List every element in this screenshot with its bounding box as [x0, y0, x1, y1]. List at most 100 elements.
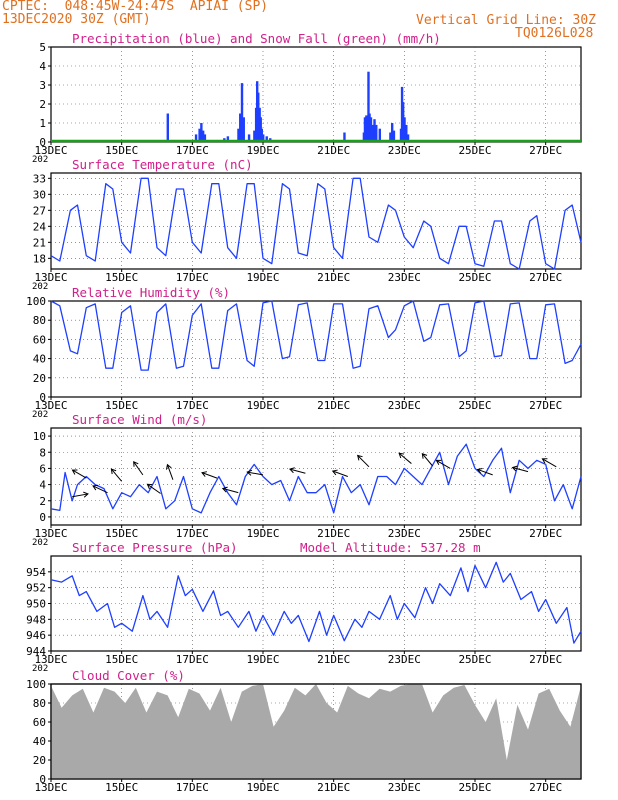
precip-xtick-label: 21DEC — [317, 144, 350, 157]
temperature-xtick-label: 19DEC — [246, 271, 279, 284]
cloud-xtick-label: 21DEC — [317, 781, 350, 794]
wind-arrow — [166, 464, 174, 480]
station-header: CPTEC: 048:45W-24:47S APIAI (SP) — [2, 0, 269, 14]
precip-bar — [343, 132, 346, 142]
wind-arrow — [542, 458, 557, 468]
precip-bar — [406, 134, 410, 142]
pressure-xtick-label: 27DEC — [529, 653, 562, 666]
wind-ytick-label: 10 — [33, 430, 46, 443]
temperature-series-line — [50, 177, 582, 270]
wind-title: Surface Wind (m/s) — [72, 412, 207, 427]
precip-xtick-label: 17DEC — [176, 144, 209, 157]
wind-frame — [50, 427, 582, 526]
wind-arrow-head — [421, 452, 428, 459]
temperature-ytick-label: 18 — [33, 252, 46, 265]
wind-xtick-label: 19DEC — [246, 527, 279, 540]
wind-arrow — [222, 488, 239, 494]
precip-bar — [262, 134, 265, 142]
pressure-ytick-label: 946 — [26, 629, 46, 642]
precip-bar — [368, 113, 371, 142]
humidity-title: Relative Humidity (%) — [72, 285, 230, 300]
precip-bar — [166, 113, 169, 142]
pressure-xtick-label: 13DEC — [34, 653, 67, 666]
precip-bar — [405, 124, 408, 142]
wind-xtick-label: 25DEC — [458, 527, 491, 540]
wind-xtick-label: 27DEC — [529, 527, 562, 540]
pressure-year-label: 202 — [32, 664, 48, 674]
humidity-ytick-label: 0 — [39, 391, 46, 404]
humidity-ytick-label: 40 — [33, 353, 46, 366]
wind-arrow — [92, 485, 108, 494]
wind-arrow — [436, 459, 451, 469]
wind-xtick-label: 15DEC — [105, 527, 138, 540]
wind-ytick-label: 2 — [39, 495, 46, 508]
pressure-xtick-label: 15DEC — [105, 653, 138, 666]
pressure-ytick-label: 944 — [26, 645, 46, 658]
temperature-ytick-label: 30 — [33, 188, 46, 201]
humidity-xtick-label: 19DEC — [246, 399, 279, 412]
humidity-xtick-label: 21DEC — [317, 399, 350, 412]
wind-arrow — [477, 468, 493, 476]
wind-arrow — [110, 468, 123, 482]
precip-ytick-label: 1 — [39, 117, 46, 130]
cloud-area — [51, 684, 581, 779]
precip-bar — [237, 128, 240, 142]
wind-arrow-head — [83, 491, 89, 498]
humidity-ytick-label: 100 — [26, 295, 46, 308]
temperature-xtick-label: 23DEC — [388, 271, 421, 284]
precip-ytick-label: 3 — [39, 79, 46, 92]
wind-arrow-head — [201, 471, 208, 477]
wind-ytick-label: 4 — [39, 479, 46, 492]
precip-bar — [369, 117, 373, 142]
wind-arrow-head — [435, 459, 442, 466]
wind-xtick-label: 13DEC — [34, 527, 67, 540]
precip-year-label: 202 — [32, 155, 48, 165]
precip-bar — [247, 134, 251, 142]
wind-arrow-head — [110, 468, 117, 475]
precip-bar — [392, 130, 396, 142]
pressure-ytick-label: 948 — [26, 613, 46, 626]
temperature-ytick-label: 33 — [33, 172, 46, 185]
temperature-ytick-label: 27 — [33, 204, 46, 217]
humidity-series-line — [50, 300, 582, 371]
precip-bar — [367, 71, 370, 142]
wind-arrow-head — [92, 484, 99, 491]
pressure-series-line — [50, 561, 582, 644]
precip-bar — [242, 117, 245, 142]
precip-ytick-label: 5 — [39, 41, 46, 54]
precip-bar — [378, 128, 381, 142]
precip-xtick-label: 19DEC — [246, 144, 279, 157]
wind-arrow-head — [331, 469, 338, 476]
precip-bar — [201, 130, 205, 142]
precip-bar — [403, 117, 406, 142]
cloud-ytick-label: 80 — [33, 697, 46, 710]
wind-arrow — [357, 455, 370, 468]
humidity-xtick-label: 13DEC — [34, 399, 67, 412]
precip-bar — [363, 117, 367, 142]
humidity-ytick-label: 60 — [33, 333, 46, 346]
wind-arrow — [421, 453, 433, 467]
precip-ytick-label: 4 — [39, 60, 46, 73]
precip-bar — [389, 132, 392, 142]
precip-bar — [257, 92, 260, 142]
precip-bar — [239, 113, 242, 142]
precip-bar — [194, 134, 198, 142]
wind-arrow-head — [165, 463, 172, 470]
wind-arrow-head — [289, 467, 295, 474]
precip-bar — [265, 136, 268, 142]
wind-arrow-head — [357, 454, 363, 461]
wind-arrow — [72, 469, 87, 479]
wind-xtick-label: 21DEC — [317, 527, 350, 540]
pressure-ytick-label: 950 — [26, 598, 46, 611]
precip-bar — [200, 123, 203, 142]
precip-bar — [401, 102, 405, 142]
grid-line-note: Vertical Grid Line: 30Z — [416, 13, 597, 28]
wind-arrow-head — [133, 460, 139, 467]
cloud-title: Cloud Cover (%) — [72, 668, 185, 683]
wind-year-label: 202 — [32, 538, 48, 548]
wind-ytick-label: 6 — [39, 462, 46, 475]
precip-bar — [375, 124, 378, 142]
pressure-xtick-label: 19DEC — [246, 653, 279, 666]
pressure-xtick-label: 23DEC — [388, 653, 421, 666]
cloud-ytick-label: 60 — [33, 716, 46, 729]
